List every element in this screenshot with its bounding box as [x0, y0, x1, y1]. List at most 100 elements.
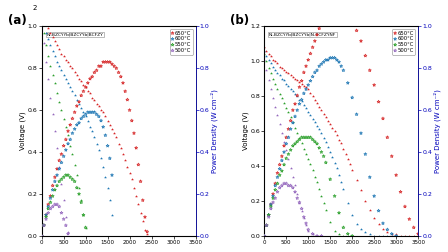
Point	[108, 213, 116, 217]
650°C	[75, 100, 82, 104]
Point	[309, 94, 316, 98]
Point	[43, 43, 50, 47]
Point	[370, 234, 378, 238]
Y-axis label: Power Density (W cm⁻²): Power Density (W cm⁻²)	[211, 89, 219, 173]
600°C	[97, 119, 104, 123]
500°C	[38, 234, 45, 238]
Point	[340, 187, 347, 191]
600°C	[270, 194, 277, 198]
600°C	[274, 175, 281, 179]
Point	[51, 39, 58, 43]
550°C	[292, 142, 299, 146]
Point	[99, 110, 107, 114]
Point	[263, 49, 270, 53]
500°C	[53, 202, 60, 206]
Point	[287, 166, 294, 170]
600°C	[379, 221, 387, 225]
500°C	[318, 234, 325, 238]
650°C	[93, 68, 100, 72]
550°C	[349, 234, 356, 238]
600°C	[47, 196, 54, 200]
Point	[309, 168, 316, 172]
600°C	[93, 112, 100, 116]
Point	[283, 106, 290, 110]
550°C	[75, 192, 82, 196]
Point	[327, 122, 334, 126]
650°C	[56, 159, 63, 163]
Point	[69, 89, 76, 93]
Point	[97, 108, 104, 112]
Point	[80, 83, 87, 87]
550°C	[49, 194, 56, 198]
Point	[322, 115, 329, 119]
Point	[86, 125, 94, 129]
Point	[322, 208, 329, 212]
Point	[106, 123, 113, 127]
650°C	[67, 123, 74, 127]
Point	[276, 122, 283, 126]
Point	[289, 75, 297, 79]
650°C	[84, 81, 91, 85]
Point	[338, 141, 345, 145]
550°C	[287, 148, 294, 152]
Point	[133, 194, 140, 198]
Point	[296, 98, 303, 102]
Point	[388, 234, 395, 238]
Point	[366, 232, 373, 236]
Y-axis label: Voltage (V): Voltage (V)	[242, 112, 249, 150]
Point	[270, 57, 277, 61]
Point	[56, 100, 63, 104]
550°C	[309, 138, 316, 142]
Point	[362, 199, 369, 203]
550°C	[265, 213, 272, 217]
Text: (b): (b)	[230, 14, 250, 27]
Point	[82, 226, 89, 230]
650°C	[86, 77, 94, 81]
Point	[293, 94, 301, 98]
Point	[320, 201, 327, 205]
Point	[137, 211, 144, 215]
550°C	[43, 215, 50, 219]
650°C	[139, 198, 146, 202]
Point	[58, 181, 65, 185]
Point	[333, 133, 340, 137]
600°C	[99, 125, 107, 129]
650°C	[316, 26, 323, 30]
650°C	[298, 79, 305, 83]
Point	[139, 219, 146, 223]
650°C	[261, 234, 268, 238]
Point	[276, 73, 283, 77]
Point	[349, 213, 356, 217]
600°C	[344, 81, 351, 85]
650°C	[113, 66, 120, 70]
Point	[45, 37, 52, 41]
600°C	[51, 179, 58, 183]
Point	[298, 82, 305, 86]
Point	[121, 159, 129, 163]
500°C	[62, 223, 69, 227]
650°C	[370, 83, 378, 87]
500°C	[276, 186, 283, 190]
600°C	[320, 60, 327, 64]
650°C	[358, 39, 365, 43]
650°C	[82, 85, 89, 89]
650°C	[128, 119, 135, 123]
Point	[270, 96, 277, 100]
Point	[384, 234, 391, 238]
650°C	[130, 131, 138, 135]
Point	[324, 145, 332, 149]
500°C	[49, 205, 56, 209]
550°C	[80, 213, 87, 217]
Point	[401, 234, 409, 238]
600°C	[265, 213, 272, 217]
Point	[333, 166, 340, 170]
Point	[336, 138, 343, 142]
Point	[267, 54, 275, 58]
Point	[392, 234, 400, 238]
Point	[73, 173, 80, 177]
Point	[67, 144, 74, 148]
Point	[298, 100, 305, 104]
500°C	[47, 207, 54, 211]
Point	[60, 198, 67, 202]
Point	[106, 198, 113, 202]
